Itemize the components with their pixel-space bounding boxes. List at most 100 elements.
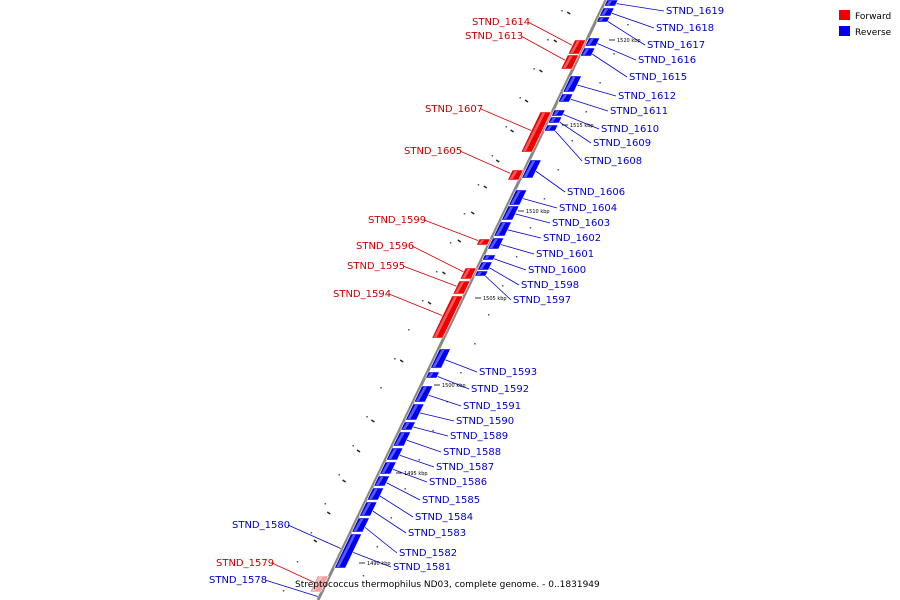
kbp-tick-label: 1505 kbp — [483, 296, 507, 302]
leader-line — [287, 524, 341, 549]
leader-line — [424, 393, 462, 407]
gene-label-stnd-1595: STND_1595 — [347, 261, 405, 272]
reverse-gene-block — [562, 75, 582, 93]
gene-label-stnd-1581: STND_1581 — [393, 562, 451, 573]
gene-block-highlight — [484, 256, 490, 259]
gene-block-highlight — [462, 269, 471, 278]
gene-block-highlight — [336, 535, 356, 567]
gene-block-highlight — [606, 1, 612, 5]
legend-forward-swatch — [839, 10, 850, 20]
leader-line — [608, 11, 655, 29]
gene-block-highlight — [546, 126, 552, 130]
spacing-dot — [394, 358, 396, 360]
reverse-gene-block — [508, 189, 528, 206]
leader-line — [480, 108, 535, 133]
spacing-dot — [408, 329, 410, 331]
gene-block-highlight — [549, 118, 556, 122]
gene-label-stnd-1585: STND_1585 — [422, 495, 480, 506]
gene-block-highlight — [479, 263, 487, 269]
gene-block-highlight — [553, 111, 560, 115]
scale-tick — [510, 129, 514, 133]
leader-line — [271, 562, 318, 585]
spacing-dot — [390, 517, 393, 519]
gene-label-stnd-1579: STND_1579 — [216, 558, 274, 569]
legend-reverse-swatch — [839, 26, 850, 36]
gene-block-highlight — [394, 433, 405, 445]
leader-line — [402, 265, 461, 288]
gene-label-stnd-1590: STND_1590 — [456, 416, 514, 427]
reverse-gene-block — [487, 237, 505, 250]
spacing-dot — [627, 24, 629, 26]
spacing-dot — [599, 82, 601, 84]
gene-block-highlight — [564, 77, 576, 91]
spacing-dot — [324, 503, 327, 505]
gene-block-highlight — [476, 272, 482, 275]
label-leader-lines — [264, 2, 665, 597]
scale-tick — [470, 211, 475, 215]
gene-label-stnd-1586: STND_1586 — [429, 477, 487, 488]
spacing-dot — [505, 126, 508, 128]
gene-label-stnd-1582: STND_1582 — [399, 548, 457, 559]
gene-block-highlight — [562, 56, 573, 68]
leader-line — [552, 127, 583, 162]
leader-line — [423, 219, 482, 243]
spacing-dot — [529, 227, 532, 229]
gene-label-stnd-1608: STND_1608 — [584, 156, 642, 167]
leader-line — [519, 197, 558, 209]
gene-block-highlight — [582, 49, 589, 55]
scale-tick — [399, 359, 404, 363]
spacing-dot — [338, 474, 340, 476]
spacing-dot — [380, 387, 382, 389]
gene-label-stnd-1614: STND_1614 — [472, 17, 530, 28]
forward-gene-block — [452, 280, 471, 295]
spacing-dot — [557, 169, 560, 171]
legend: Forward Reverse — [839, 10, 892, 38]
gene-block-highlight — [432, 350, 445, 367]
spacing-dot — [613, 53, 615, 55]
leader-line — [382, 480, 421, 501]
forward-gene-block — [560, 54, 580, 70]
gene-block-highlight — [407, 405, 419, 419]
leader-line — [403, 438, 442, 453]
reverse-gene-block — [595, 16, 611, 23]
gene-block-highlight — [433, 297, 457, 337]
gene-label-stnd-1616: STND_1616 — [638, 55, 696, 66]
kbp-tick-label: 1495 kbp — [404, 471, 428, 477]
gene-block-highlight — [353, 519, 364, 531]
leader-line — [559, 112, 600, 130]
gene-label-stnd-1617: STND_1617 — [647, 40, 705, 51]
forward-gene-block — [507, 169, 524, 181]
gene-block-highlight — [388, 449, 397, 459]
spacing-dot — [435, 271, 438, 273]
reverse-gene-block — [543, 124, 559, 132]
gene-block-highlight — [311, 577, 323, 591]
leader-line — [389, 467, 428, 483]
leader-line — [369, 508, 407, 534]
gene-block-highlight — [369, 489, 378, 499]
spacing-dot — [561, 10, 563, 12]
scale-tick — [442, 271, 446, 275]
leader-line — [411, 245, 467, 274]
forward-gene-block — [431, 295, 464, 339]
gene-block-highlight — [478, 240, 485, 244]
reverse-gene-block — [404, 403, 425, 421]
reverse-gene-block — [379, 461, 397, 475]
spacing-dot — [366, 416, 368, 418]
gene-features — [309, 0, 619, 593]
spacing-dot — [376, 546, 379, 548]
reverse-gene-block — [493, 221, 512, 237]
spacing-dot — [460, 372, 462, 374]
reverse-gene-block — [579, 47, 596, 57]
gene-label-stnd-1601: STND_1601 — [536, 249, 594, 260]
leader-line — [511, 212, 551, 224]
spacing-dot — [362, 575, 365, 577]
gene-label-stnd-1578: STND_1578 — [209, 575, 267, 586]
spacing-dots — [282, 10, 629, 592]
reverse-gene-block — [413, 385, 434, 403]
gene-block-highlight — [503, 207, 514, 219]
leader-line — [409, 425, 449, 437]
reverse-gene-block — [547, 116, 563, 124]
leader-line — [566, 97, 609, 112]
spacing-dot — [519, 97, 521, 99]
genome-backbone — [316, 0, 608, 600]
